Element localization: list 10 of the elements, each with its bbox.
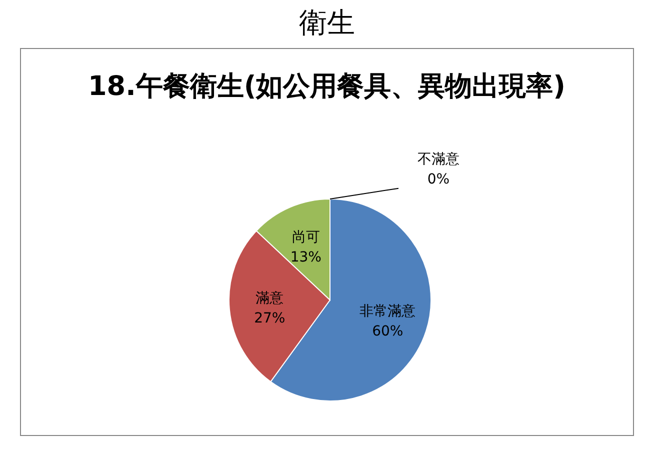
data-label: 60% (372, 324, 404, 340)
slice-label: 非常滿意 (360, 304, 416, 320)
slice-label: 尚可 (292, 229, 320, 246)
chart-subtitle: 18.午餐衛生(如公用餐具、異物出現率) (88, 70, 566, 104)
chart-title: 衛生 (298, 5, 356, 41)
slice-label: 滿意 (256, 290, 284, 307)
data-label: 27% (254, 310, 286, 327)
category-label: 不滿意 (417, 151, 460, 168)
text: 0% (427, 171, 450, 188)
data-label: 13% (290, 249, 322, 266)
